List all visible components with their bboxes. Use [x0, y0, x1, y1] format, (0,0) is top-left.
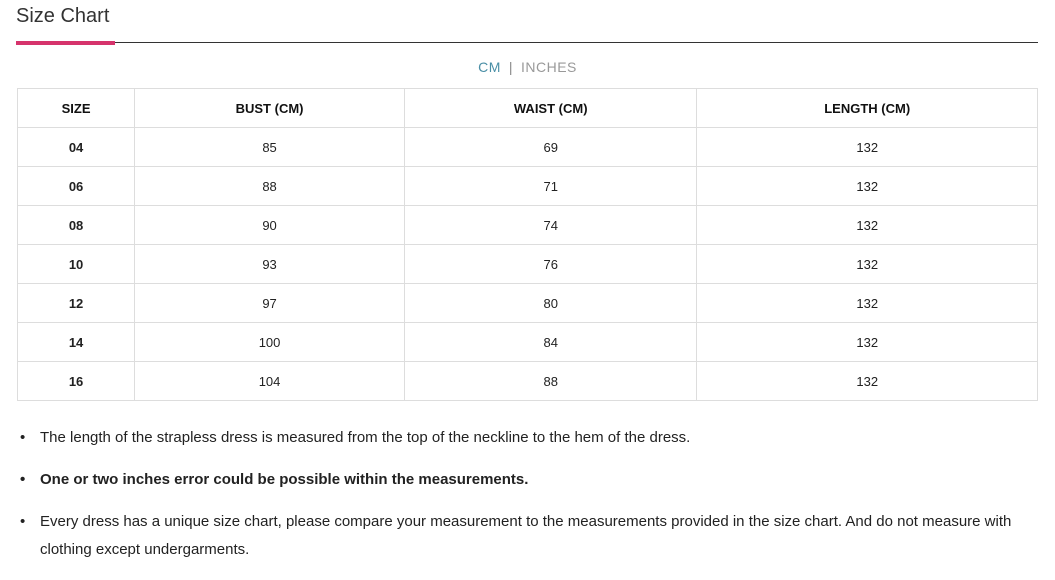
divider	[16, 42, 1038, 43]
table-cell: 132	[696, 127, 1038, 167]
table-cell: 69	[403, 127, 698, 167]
table-cell: 132	[696, 283, 1038, 323]
table-cell: 132	[696, 244, 1038, 284]
column-header: SIZE	[16, 88, 136, 128]
table-cell: 74	[403, 205, 698, 245]
table-cell: 14	[16, 322, 136, 362]
table-cell: 132	[696, 166, 1038, 206]
table-cell: 71	[403, 166, 698, 206]
table-cell: 85	[134, 127, 405, 167]
table-cell: 93	[134, 244, 405, 284]
table-row: 10 93 76 132	[16, 244, 1038, 284]
table-cell: 12	[16, 283, 136, 323]
table-row: 16 104 88 132	[16, 361, 1038, 401]
table-cell: 16	[16, 361, 136, 401]
table-cell: 132	[696, 322, 1038, 362]
separator: |	[508, 59, 513, 75]
unit-option[interactable]: CM	[478, 59, 501, 75]
unit-option[interactable]: INCHES	[521, 59, 577, 75]
column-header: LENGTH (CM)	[696, 88, 1038, 128]
table-cell: 10	[16, 244, 136, 284]
note: Every dress has a unique size chart, ple…	[20, 508, 1030, 564]
note: The length of the strapless dress is mea…	[20, 424, 1030, 452]
table-row: 06 88 71 132	[16, 166, 1038, 206]
table-cell: 08	[16, 205, 136, 245]
table-cell: 88	[134, 166, 405, 206]
note: One or two inches error could be possibl…	[20, 466, 1030, 494]
table-cell: 90	[134, 205, 405, 245]
table-cell: 76	[403, 244, 698, 284]
table-cell: 80	[403, 283, 698, 323]
header-row: SIZE BUST (CM) WAIST (CM) LENGTH (CM)	[16, 88, 1038, 128]
table-cell: 88	[403, 361, 698, 401]
table-cell: 100	[134, 322, 405, 362]
size-table: SIZE BUST (CM) WAIST (CM) LENGTH (CM) 04 85 69…	[16, 88, 1038, 401]
unit-toggle: CM | INCHES	[0, 59, 1055, 75]
column-header: WAIST (CM)	[403, 88, 698, 128]
table-cell: 04	[16, 127, 136, 167]
table-row: 04 85 69 132	[16, 127, 1038, 167]
table-cell: 06	[16, 166, 136, 206]
table-row: 08 90 74 132	[16, 205, 1038, 245]
table-cell: 84	[403, 322, 698, 362]
column-header: BUST (CM)	[134, 88, 405, 128]
table-cell: 132	[696, 361, 1038, 401]
table-cell: 132	[696, 205, 1038, 245]
title-accent	[16, 41, 115, 45]
table-row: 14 100 84 132	[16, 322, 1038, 362]
table-row: 12 97 80 132	[16, 283, 1038, 323]
table-cell: 104	[134, 361, 405, 401]
notes: The length of the strapless dress is mea…	[20, 424, 1030, 578]
title: Size Chart	[16, 5, 110, 27]
table-cell: 97	[134, 283, 405, 323]
